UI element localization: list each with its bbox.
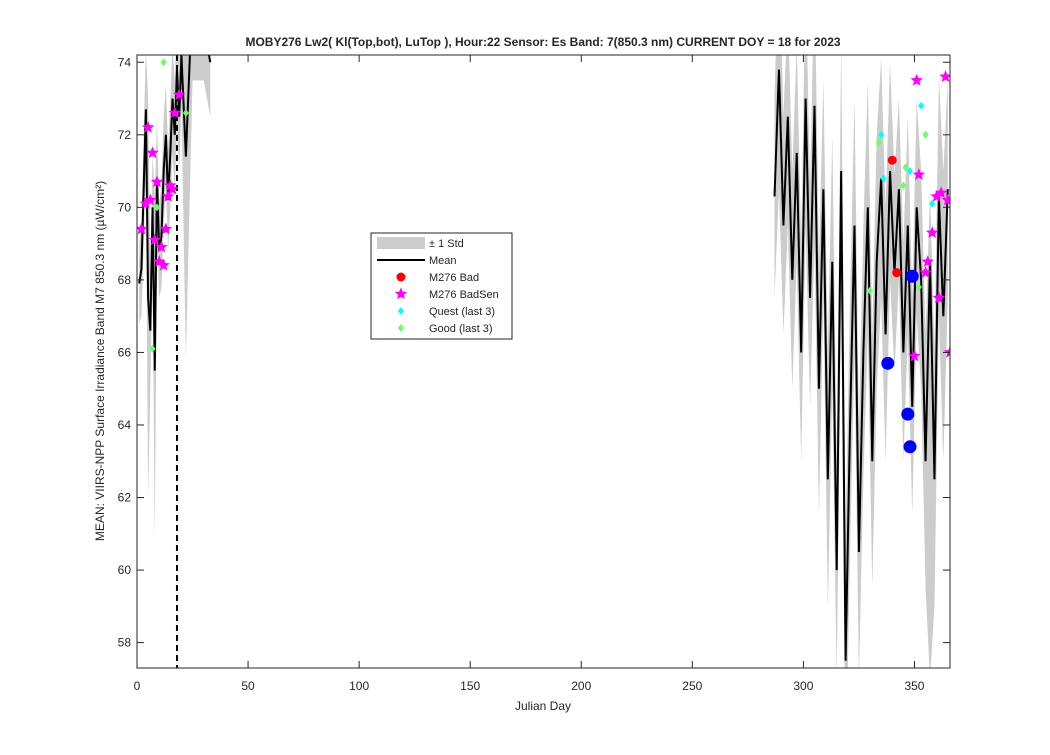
axes-box [136,54,951,669]
marker [159,222,173,235]
y-tick-label: 72 [118,128,132,142]
legend-label: M276 BadSen [429,289,499,301]
marker [915,283,922,292]
y-tick-label: 66 [118,345,132,359]
y-axis-label: MEAN: VIIRS-NPP Surface Irradiance Band … [93,181,107,541]
legend: ± 1 Std Mean M276 Bad M276 BadSen Quest (las… [370,232,513,340]
legend-swatch [398,324,404,332]
marker [905,269,919,283]
marker [934,186,948,199]
marker [929,199,936,208]
marker [153,203,160,212]
y-tick-label: 58 [118,636,132,650]
marker [903,440,917,454]
legend-label: Good (last 3) [429,323,493,335]
marker [139,197,153,209]
x-tick-label: 50 [241,679,255,693]
y-tick-label: 70 [118,200,132,214]
legend-label: Mean [429,255,457,267]
marker [932,291,946,304]
marker [902,163,909,172]
marker [901,407,915,421]
marker [918,101,925,110]
x-tick-label: 250 [682,679,702,693]
marker [166,182,179,195]
marker [943,345,950,358]
marker [880,174,887,183]
legend-box [370,232,513,340]
marker [921,255,934,268]
marker [182,109,189,118]
marker [157,258,170,271]
marker [867,286,874,295]
marker [137,222,148,235]
y-tick-label: 74 [118,55,132,69]
std-band [774,55,948,668]
y-tick-label: 60 [118,563,132,577]
marker [900,181,907,190]
mean-line [773,69,949,661]
marker [939,70,950,83]
marker [173,88,186,101]
marker [912,168,926,180]
marker [146,146,159,159]
legend-label: M276 Bad [429,272,479,284]
marker [926,226,939,238]
legend-label: ± 1 Std [429,238,464,250]
y-tick-label: 64 [118,418,132,432]
marker [881,356,895,370]
marker [160,58,167,67]
chart-title: MOBY276 Lw2( Kl(Top,bot), LuTop ), Hour:… [245,35,840,49]
x-tick-label: 300 [793,679,813,693]
legend-swatch [394,287,408,300]
x-tick-label: 350 [904,679,924,693]
marker [908,349,921,362]
legend-label: Quest (last 3) [429,306,495,318]
y-tick-label: 62 [118,491,132,505]
marker [941,193,950,206]
marker [875,138,882,147]
x-tick-label: 0 [134,679,141,693]
mean-line [138,55,212,371]
x-tick-label: 100 [349,679,369,693]
legend-swatch [398,307,404,315]
plot-layer [137,55,950,668]
marker [878,130,885,139]
marker [910,73,923,86]
marker [150,175,164,188]
marker [892,268,902,278]
marker [930,189,943,202]
marker [919,266,932,278]
marker [161,189,175,202]
marker [141,121,155,133]
marker [922,130,929,139]
y-tick-label: 68 [118,273,132,287]
x-axis-label: Julian Day [515,699,571,713]
axes: 0 50 100 150 200 250 300 350 58 60 62 64 66 68 70 72 74 [118,54,951,693]
marker [907,167,914,176]
legend-swatch [377,237,425,249]
x-tick-label: 200 [571,679,591,693]
legend-swatch [396,272,406,282]
marker [887,155,897,165]
x-tick-label: 150 [460,679,480,693]
marker [148,233,161,246]
marker [149,344,156,353]
marker [168,106,181,119]
marker [144,193,157,206]
marker [155,240,168,253]
